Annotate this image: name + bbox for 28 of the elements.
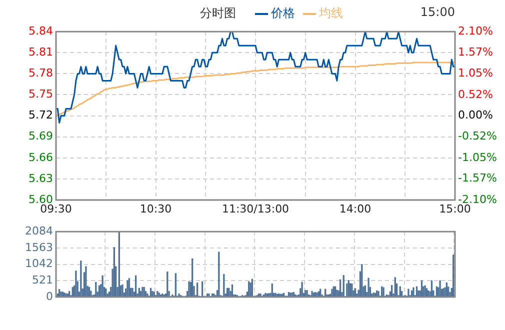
x-tick-label: 11:30/13:00 [222, 202, 290, 216]
legend-label: 价格 [271, 5, 295, 22]
y-tick-label: 5.63 [28, 172, 53, 185]
y-tick-label: 5.84 [28, 24, 53, 38]
y2-tick-label: -0.52% [458, 130, 497, 143]
y-tick-label: 0 [46, 290, 53, 303]
y-tick-label: 1563 [25, 240, 53, 254]
y-tick-label: 5.81 [28, 46, 53, 59]
y2-tick-label: 2.10% [458, 24, 493, 38]
x-tick-label: 10:30 [140, 202, 172, 216]
y2-tick-label: -1.05% [458, 150, 497, 164]
y-tick-label: 521 [32, 274, 53, 287]
chart-title: 分时图 [200, 5, 236, 22]
y-tick-label: 5.78 [28, 66, 53, 80]
y2-tick-label: -1.57% [458, 172, 497, 185]
y-tick-label: 1042 [25, 257, 53, 270]
y-tick-label: 5.75 [28, 88, 53, 101]
text: 15:00 [420, 5, 455, 19]
y2-tick-label: 1.05% [458, 66, 493, 80]
y-tick-label: 2084 [25, 224, 53, 238]
y-tick-label: 5.66 [28, 150, 53, 164]
y-tick-label: 5.69 [28, 130, 53, 143]
y2-tick-label: 0.00% [458, 108, 493, 122]
y-tick-label: 5.72 [28, 108, 53, 122]
legend-label: 均线 [319, 5, 343, 22]
x-tick-label: 14:00 [339, 202, 372, 216]
y2-tick-label: 0.52% [458, 88, 493, 101]
y2-tick-label: 1.57% [458, 46, 493, 59]
